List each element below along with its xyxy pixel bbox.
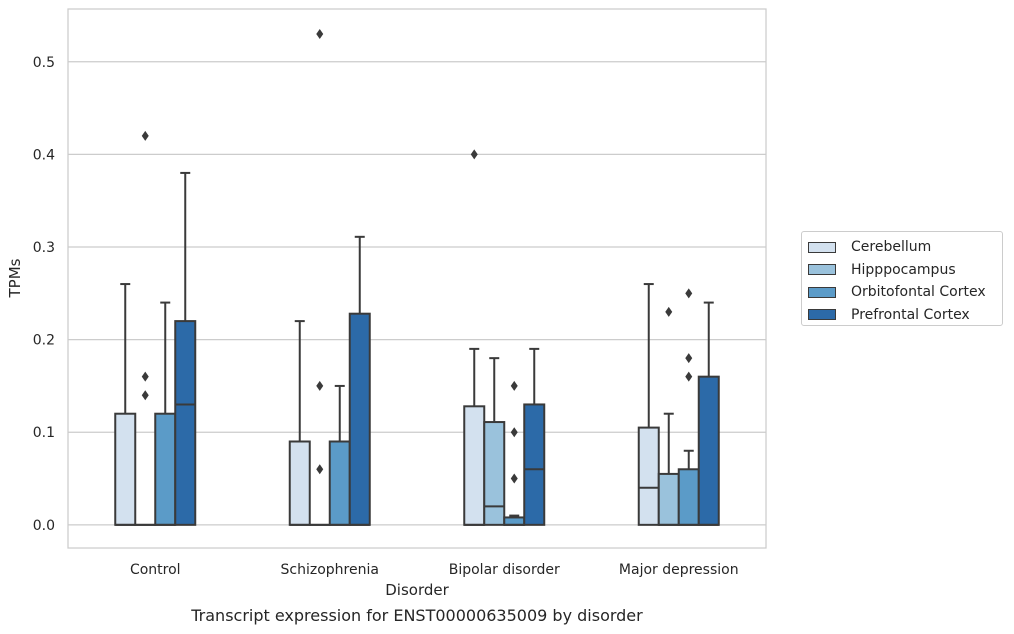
box-body bbox=[348, 312, 371, 526]
outlier-point bbox=[141, 390, 149, 401]
legend: Cerebellum Hipppocampus Orbitofontal Cor… bbox=[801, 231, 1003, 326]
box-hipppocampus-schizophrenia bbox=[308, 29, 331, 526]
box-cerebellum-schizophrenia bbox=[288, 320, 311, 526]
legend-swatch-cerebellum bbox=[808, 241, 836, 253]
outlier-point bbox=[665, 306, 673, 317]
outlier-point bbox=[510, 473, 518, 484]
x-tick-label: Major depression bbox=[619, 562, 739, 578]
box-body bbox=[523, 403, 546, 526]
boxes bbox=[114, 29, 720, 526]
x-tick-label: Bipolar disorder bbox=[449, 562, 560, 578]
box-hipppocampus-major-depression bbox=[657, 306, 680, 526]
box-body bbox=[463, 405, 486, 526]
outlier-point bbox=[141, 371, 149, 382]
outlier-point bbox=[316, 29, 324, 40]
legend-swatch-hippocampus bbox=[808, 264, 836, 276]
box-orbitofontal-cortex-bipolar-disorder bbox=[503, 380, 526, 526]
outlier-point bbox=[685, 371, 693, 382]
box-orbitofontal-cortex-major-depression bbox=[677, 288, 700, 526]
outlier-point bbox=[510, 380, 518, 391]
box-body bbox=[288, 440, 311, 526]
box-body bbox=[637, 426, 660, 526]
outlier-point bbox=[316, 380, 324, 391]
box-prefrontal-cortex-control bbox=[174, 171, 197, 526]
legend-item-cerebellum: Cerebellum bbox=[808, 236, 1002, 259]
outlier-point bbox=[316, 464, 324, 475]
legend-label-prefrontal-cortex: Prefrontal Cortex bbox=[851, 306, 970, 323]
outlier-point bbox=[510, 427, 518, 438]
y-tick-labels: 0.0 0.1 0.2 0.3 0.4 0.5 bbox=[33, 55, 55, 534]
y-tick-label: 0.4 bbox=[33, 147, 55, 163]
legend-label-cerebellum: Cerebellum bbox=[851, 239, 932, 256]
box-prefrontal-cortex-bipolar-disorder bbox=[523, 347, 546, 526]
plot-area-frame bbox=[67, 8, 767, 549]
box-orbitofontal-cortex-control bbox=[154, 301, 177, 526]
box-body bbox=[697, 375, 720, 526]
legend-label-hippocampus: Hipppocampus bbox=[851, 261, 956, 278]
box-body bbox=[328, 440, 351, 526]
x-axis-label: Disorder bbox=[385, 581, 449, 599]
box-cerebellum-bipolar-disorder bbox=[463, 149, 486, 526]
box-hipppocampus-control bbox=[134, 130, 157, 526]
box-prefrontal-cortex-major-depression bbox=[697, 301, 720, 526]
legend-swatch-prefrontal-cortex bbox=[808, 309, 836, 321]
box-orbitofontal-cortex-schizophrenia bbox=[328, 384, 351, 526]
outlier-point bbox=[685, 353, 693, 364]
legend-item-orbitofrontal-cortex: Orbitofontal Cortex bbox=[808, 281, 1002, 304]
box-body bbox=[483, 421, 506, 526]
box-hipppocampus-bipolar-disorder bbox=[483, 357, 506, 526]
x-tick-label: Control bbox=[130, 562, 181, 578]
box-body bbox=[114, 412, 137, 526]
y-tick-label: 0.3 bbox=[33, 240, 55, 256]
y-tick-label: 0.2 bbox=[33, 333, 55, 349]
x-tick-labels: Control Schizophrenia Bipolar disorder Majo… bbox=[130, 562, 739, 578]
box-body bbox=[677, 468, 700, 526]
outlier-point bbox=[685, 288, 693, 299]
legend-item-prefrontal-cortex: Prefrontal Cortex bbox=[808, 304, 1002, 327]
box-body bbox=[657, 472, 680, 526]
legend-swatch-orbitofrontal-cortex bbox=[808, 286, 836, 298]
y-tick-label: 0.0 bbox=[33, 518, 55, 534]
y-axis-label: TPMs bbox=[6, 258, 24, 298]
legend-item-hippocampus: Hipppocampus bbox=[808, 259, 1002, 282]
box-body bbox=[503, 516, 526, 526]
x-tick-label: Schizophrenia bbox=[281, 562, 379, 578]
outlier-point bbox=[141, 130, 149, 141]
outlier-point bbox=[470, 149, 478, 160]
box-cerebellum-control bbox=[114, 283, 137, 526]
y-tick-label: 0.5 bbox=[33, 55, 55, 71]
y-tick-label: 0.1 bbox=[33, 425, 55, 441]
figure-caption: Transcript expression for ENST0000063500… bbox=[191, 606, 643, 625]
box-prefrontal-cortex-schizophrenia bbox=[348, 235, 371, 526]
box-body bbox=[154, 412, 177, 526]
box-cerebellum-major-depression bbox=[637, 283, 660, 526]
legend-label-orbitofrontal-cortex: Orbitofontal Cortex bbox=[851, 284, 986, 301]
box-body bbox=[174, 320, 197, 526]
